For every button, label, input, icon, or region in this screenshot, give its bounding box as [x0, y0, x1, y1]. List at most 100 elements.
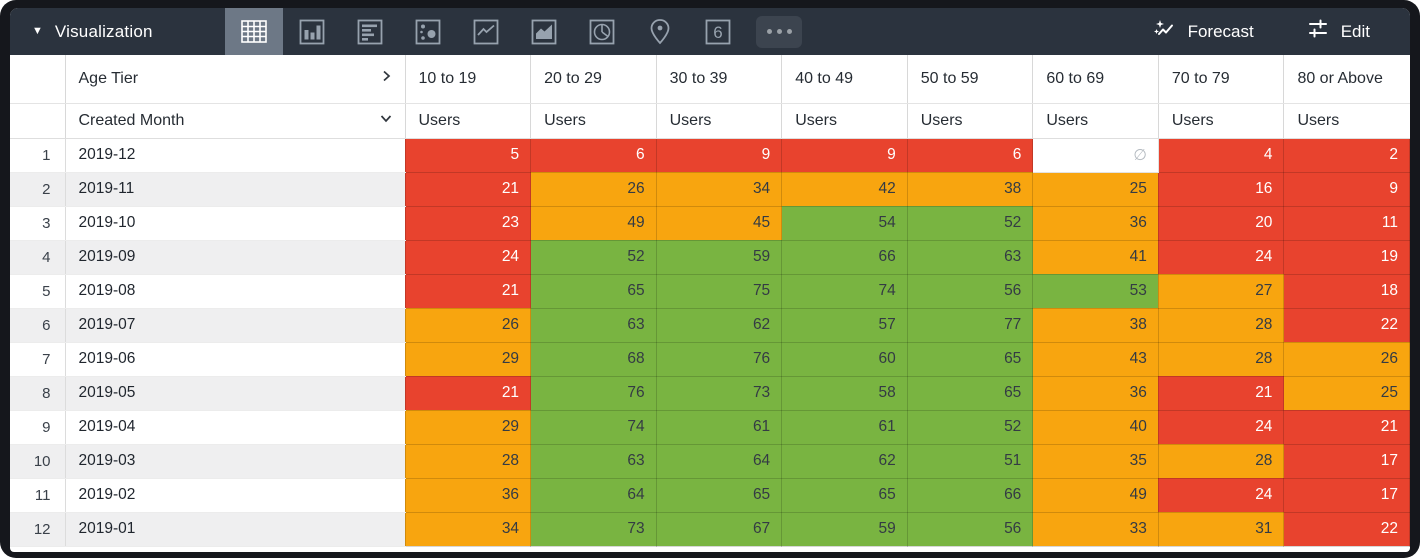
viz-tab-scatter[interactable] [399, 8, 457, 55]
value-cell[interactable]: 65 [530, 273, 657, 309]
value-cell[interactable]: 77 [906, 307, 1034, 343]
value-cell[interactable]: 56 [906, 511, 1034, 547]
viz-tab-single-value[interactable]: 6 [689, 8, 747, 55]
row-month-label[interactable]: 2019-10 [65, 206, 405, 241]
value-cell[interactable]: 38 [906, 171, 1034, 207]
tier-column-header[interactable]: 70 to 79 [1157, 55, 1284, 104]
value-cell[interactable]: 24 [404, 239, 532, 275]
edit-button[interactable]: Edit [1304, 8, 1372, 55]
value-cell[interactable]: 51 [906, 443, 1034, 479]
value-cell[interactable]: 22 [1283, 307, 1410, 343]
value-cell[interactable]: 65 [781, 477, 908, 513]
value-cell[interactable]: 17 [1283, 477, 1410, 513]
measure-column-header[interactable]: Users [1283, 103, 1410, 139]
value-cell[interactable]: 16 [1157, 171, 1285, 207]
value-cell[interactable]: 23 [404, 205, 532, 241]
value-cell[interactable]: 6 [906, 137, 1034, 173]
row-field-header[interactable]: Created Month [64, 103, 405, 139]
value-cell[interactable]: 31 [1157, 511, 1285, 547]
pivot-field-header[interactable]: Age Tier [64, 55, 405, 104]
value-cell[interactable]: 26 [1283, 341, 1410, 377]
value-cell[interactable]: 24 [1157, 409, 1285, 445]
value-cell[interactable]: 21 [404, 171, 532, 207]
value-cell[interactable]: 28 [1157, 443, 1285, 479]
value-cell[interactable]: 61 [655, 409, 783, 445]
value-cell[interactable]: 36 [1032, 205, 1159, 241]
value-cell[interactable]: 59 [781, 511, 908, 547]
value-cell[interactable]: 19 [1283, 239, 1410, 275]
viz-tab-map[interactable] [631, 8, 689, 55]
value-cell[interactable]: 64 [530, 477, 657, 513]
measure-column-header[interactable]: Users [781, 103, 908, 139]
chevron-right-icon[interactable] [379, 69, 393, 88]
tier-column-header[interactable]: 40 to 49 [781, 55, 908, 104]
tier-column-header[interactable]: 20 to 29 [530, 55, 657, 104]
value-cell[interactable]: 26 [530, 171, 657, 207]
tier-column-header[interactable]: 50 to 59 [906, 55, 1033, 104]
value-cell[interactable]: 17 [1283, 443, 1410, 479]
row-month-label[interactable]: 2019-12 [65, 138, 405, 173]
value-cell[interactable]: 62 [781, 443, 908, 479]
value-cell[interactable]: 52 [530, 239, 657, 275]
value-cell[interactable]: 26 [404, 307, 532, 343]
value-cell[interactable]: 49 [1032, 477, 1159, 513]
value-cell[interactable]: 41 [1032, 239, 1159, 275]
value-cell[interactable]: 40 [1032, 409, 1159, 445]
row-month-label[interactable]: 2019-03 [65, 444, 405, 479]
row-month-label[interactable]: 2019-05 [65, 376, 405, 411]
value-cell[interactable]: 28 [404, 443, 532, 479]
value-cell[interactable]: 27 [1157, 273, 1285, 309]
value-cell[interactable]: 2 [1283, 137, 1410, 173]
value-cell[interactable]: 66 [781, 239, 908, 275]
forecast-button[interactable]: Forecast [1151, 8, 1256, 55]
value-cell[interactable]: 45 [655, 205, 783, 241]
value-cell[interactable]: 6 [530, 137, 657, 173]
value-cell[interactable]: 76 [530, 375, 657, 411]
row-month-label[interactable]: 2019-08 [65, 274, 405, 309]
value-cell[interactable]: 49 [530, 205, 657, 241]
value-cell[interactable]: 9 [1283, 171, 1410, 207]
viz-tab-bar-chart[interactable] [341, 8, 399, 55]
viz-tab-more[interactable] [747, 8, 811, 55]
tier-column-header[interactable]: 30 to 39 [655, 55, 782, 104]
value-cell[interactable]: 61 [781, 409, 908, 445]
value-cell[interactable]: 29 [404, 409, 532, 445]
value-cell[interactable]: 52 [906, 205, 1034, 241]
value-cell[interactable]: 36 [1032, 375, 1159, 411]
value-cell[interactable]: 24 [1157, 239, 1285, 275]
row-month-label[interactable]: 2019-01 [65, 512, 405, 547]
value-cell[interactable]: 36 [404, 477, 532, 513]
row-month-label[interactable]: 2019-06 [65, 342, 405, 377]
tier-column-header[interactable]: 60 to 69 [1032, 55, 1159, 104]
viz-tab-table[interactable] [225, 8, 283, 55]
value-cell[interactable]: 34 [655, 171, 783, 207]
value-cell[interactable]: ∅ [1032, 137, 1159, 173]
value-cell[interactable]: 9 [781, 137, 908, 173]
value-cell[interactable]: 38 [1032, 307, 1159, 343]
value-cell[interactable]: 56 [906, 273, 1034, 309]
value-cell[interactable]: 33 [1032, 511, 1159, 547]
value-cell[interactable]: 18 [1283, 273, 1410, 309]
value-cell[interactable]: 62 [655, 307, 783, 343]
value-cell[interactable]: 67 [655, 511, 783, 547]
value-cell[interactable]: 21 [1157, 375, 1285, 411]
viz-tab-area-chart[interactable] [515, 8, 573, 55]
value-cell[interactable]: 53 [1032, 273, 1159, 309]
value-cell[interactable]: 63 [906, 239, 1034, 275]
value-cell[interactable]: 4 [1157, 137, 1285, 173]
value-cell[interactable]: 25 [1032, 171, 1159, 207]
measure-column-header[interactable]: Users [1032, 103, 1159, 139]
value-cell[interactable]: 21 [1283, 409, 1410, 445]
row-month-label[interactable]: 2019-07 [65, 308, 405, 343]
value-cell[interactable]: 74 [781, 273, 908, 309]
value-cell[interactable]: 54 [781, 205, 908, 241]
row-month-label[interactable]: 2019-04 [65, 410, 405, 445]
value-cell[interactable]: 21 [404, 375, 532, 411]
tier-column-header[interactable]: 80 or Above [1283, 55, 1410, 104]
value-cell[interactable]: 65 [906, 375, 1034, 411]
value-cell[interactable]: 74 [530, 409, 657, 445]
value-cell[interactable]: 24 [1157, 477, 1285, 513]
value-cell[interactable]: 64 [655, 443, 783, 479]
value-cell[interactable]: 11 [1283, 205, 1410, 241]
viz-tab-line-chart[interactable] [457, 8, 515, 55]
